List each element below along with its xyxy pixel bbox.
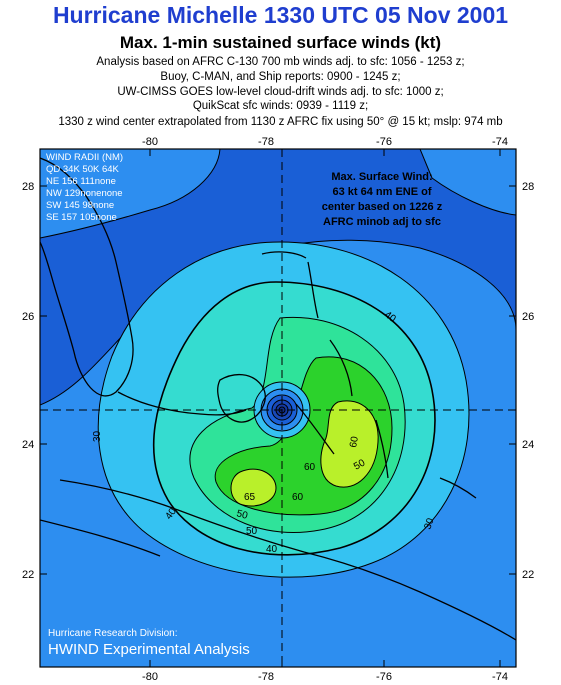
lon-label: -80 <box>142 136 158 148</box>
lon-label: -78 <box>258 671 274 683</box>
wind-radii-row: NE 156 111none <box>46 176 116 187</box>
lat-label: 22 <box>22 569 34 581</box>
lon-label: -74 <box>492 136 508 148</box>
lon-ticks <box>149 149 501 667</box>
analysis-note-4: QuikScat sfc winds: 0939 - 1119 z; <box>192 100 369 112</box>
wind-radii-row: NW 129nonenone <box>46 188 123 199</box>
max-wind-line: center based on 1226 z <box>322 201 443 213</box>
contour-label: 60 <box>292 492 304 503</box>
contour-label: 50 <box>235 508 249 522</box>
wind-radii-table: WIND RADII (NM) QD 34K 50K 64K NE 156 11… <box>46 152 123 223</box>
andros-island <box>217 374 266 423</box>
lat-labels: 28 26 24 22 28 26 24 22 <box>22 181 534 581</box>
credit-product: HWIND Experimental Analysis <box>48 641 250 658</box>
contour-label: 50 <box>246 526 258 537</box>
lat-label: 28 <box>522 181 534 193</box>
analysis-note-3: UW-CIMSS GOES low-level cloud-drift wind… <box>117 86 444 98</box>
lon-labels: -80 -78 -76 -74 -80 -78 -76 -74 <box>142 136 508 683</box>
contour-label: 60 <box>304 462 316 473</box>
contour-label: 60 <box>348 435 361 448</box>
wind-core-east <box>320 400 379 488</box>
eleuthera <box>329 339 353 397</box>
credit-division: Hurricane Research Division: <box>48 628 178 639</box>
wind-radii-row: SW 145 98none <box>46 200 114 211</box>
wind-core-sw <box>230 468 277 507</box>
lon-label: -74 <box>492 671 508 683</box>
map-subtitle: Max. 1-min sustained surface winds (kt) <box>119 33 442 52</box>
analysis-note-5: 1330 z wind center extrapolated from 113… <box>58 116 503 128</box>
max-wind-note: Max. Surface Wind: 63 kt 64 nm ENE of ce… <box>322 171 443 228</box>
lat-label: 26 <box>22 311 34 323</box>
lon-label: -78 <box>258 136 274 148</box>
lat-label: 28 <box>22 181 34 193</box>
lon-label: -76 <box>376 136 392 148</box>
abaco <box>307 261 319 319</box>
lat-label: 24 <box>22 439 34 451</box>
max-wind-line: 63 kt 64 nm ENE of <box>332 186 431 198</box>
lon-label: -76 <box>376 671 392 683</box>
analysis-note-2: Buoy, C-MAN, and Ship reports: 0900 - 12… <box>160 71 401 83</box>
map-field: 30 40 50 60 65 60 50 40 30 40 50 60 WIND… <box>40 149 516 667</box>
long-island <box>375 419 389 479</box>
lat-label: 24 <box>522 439 534 451</box>
turks-caicos <box>439 477 477 499</box>
contour-label: 40 <box>266 544 278 555</box>
max-wind-line: Max. Surface Wind: <box>331 171 432 183</box>
lat-label: 26 <box>522 311 534 323</box>
max-wind-line: AFRC minob adj to sfc <box>323 216 441 228</box>
contour-label: 30 <box>422 516 436 531</box>
cuba-coast <box>59 479 516 641</box>
wind-radii-row: SE 157 105none <box>46 212 117 223</box>
map-frame <box>39 148 517 668</box>
grand-bahama <box>261 251 307 259</box>
exumas <box>295 403 335 455</box>
florida-peninsula <box>40 157 134 397</box>
wind-region-nw <box>40 149 221 239</box>
contour-label: 50 <box>352 457 368 472</box>
wind-radii-title: WIND RADII (NM) <box>46 152 123 163</box>
cuba-south <box>40 519 161 557</box>
contour-label: 65 <box>244 492 256 503</box>
wind-radii-header: QD 34K 50K 64K <box>46 164 120 175</box>
contour-label: 30 <box>92 430 103 442</box>
map-title: Hurricane Michelle 1330 UTC 05 Nov 2001 <box>52 2 509 28</box>
analysis-note-1: Analysis based on AFRC C-130 700 mb wind… <box>96 56 465 68</box>
lat-label: 22 <box>522 569 534 581</box>
lat-ticks <box>40 185 516 575</box>
center-crosshair <box>40 149 516 667</box>
florida-keys <box>117 391 247 416</box>
coastlines <box>40 157 516 641</box>
lon-label: -80 <box>142 671 158 683</box>
